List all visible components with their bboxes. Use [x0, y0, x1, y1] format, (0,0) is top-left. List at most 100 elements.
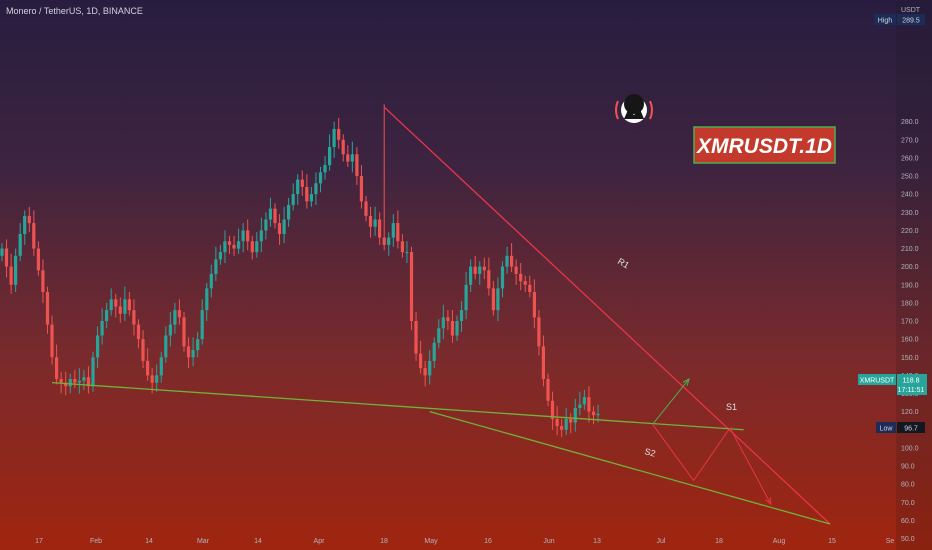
last-price: 118.8: [903, 378, 920, 385]
candle-body: [50, 324, 54, 358]
candle-body: [59, 379, 63, 383]
candle-body: [505, 255, 509, 267]
candle-body: [246, 230, 250, 242]
price-tick-label: 260.0: [901, 155, 919, 162]
price-tick-label: 70.0: [901, 500, 915, 507]
low-marker: Low 96.7: [876, 422, 925, 433]
time-axis[interactable]: 17 Feb 14 Mar 14 Apr 18 May 16 Jun 13 Jul 18 Aug 15 Se: [35, 538, 894, 545]
candle-body: [209, 273, 213, 289]
candle-body: [205, 288, 209, 311]
candle-body: [541, 346, 545, 379]
candle-body: [482, 266, 486, 271]
candle-body: [73, 379, 77, 383]
price-tick-label: 280.0: [901, 119, 919, 126]
candle-body: [378, 219, 382, 238]
candle-body: [314, 183, 318, 195]
resistance-line-r1[interactable]: [383, 106, 831, 525]
time-tick-label: 14: [145, 538, 153, 545]
candle-body: [528, 284, 532, 293]
s1-label: S1: [726, 402, 737, 412]
candle-body: [428, 360, 432, 376]
time-tick-label: 14: [254, 538, 262, 545]
candle-body: [23, 215, 27, 234]
candle-body: [469, 266, 473, 285]
candle-body: [100, 321, 104, 336]
candle-body: [82, 377, 86, 381]
candle-body: [550, 400, 555, 419]
candle-body: [159, 357, 163, 376]
time-tick-label: 13: [593, 538, 601, 545]
candle-body: [569, 418, 573, 423]
support-line-s1[interactable]: [52, 381, 744, 431]
price-tick-label: 90.0: [901, 464, 915, 471]
candle-body: [68, 379, 72, 387]
candle-body: [591, 411, 596, 416]
candle-body: [578, 404, 582, 408]
candle-body: [27, 215, 31, 224]
trendlines-layer: [52, 106, 831, 525]
candle-body: [432, 342, 436, 361]
candle-body: [446, 317, 450, 321]
price-tick-label: 100.0: [901, 445, 919, 452]
candle-body: [341, 139, 345, 155]
candle-body: [478, 266, 482, 274]
candle-body: [114, 299, 118, 307]
time-tick-label: 17: [35, 538, 43, 545]
candle-body: [496, 288, 500, 311]
candle-body: [91, 357, 95, 387]
time-tick-label: Aug: [773, 538, 786, 545]
projection-up-path[interactable]: [652, 378, 690, 425]
candle-body: [118, 306, 122, 314]
candle-body: [55, 357, 59, 380]
candle-body: [18, 234, 22, 256]
candle-body: [9, 266, 13, 285]
price-tick-label: 120.0: [901, 409, 919, 416]
candle-body: [186, 346, 191, 358]
price-tick-label: 220.0: [901, 228, 919, 235]
time-tick-label: May: [424, 538, 438, 545]
candle-body: [237, 241, 241, 249]
price-tick-label: 80.0: [901, 482, 915, 489]
price-tick-label: 210.0: [901, 246, 919, 253]
candle-body: [96, 335, 100, 358]
price-tick-label: 230.0: [901, 210, 919, 217]
candle-body: [459, 310, 464, 321]
candle-body: [223, 241, 227, 253]
time-tick-label: 15: [828, 538, 836, 545]
candle-body: [346, 154, 350, 162]
candle-body: [364, 201, 368, 216]
countdown: 17:11:51: [898, 387, 925, 394]
low-label: Low: [880, 426, 894, 433]
watermark-text: XMRUSDT.1D: [696, 135, 832, 158]
candle-body: [350, 154, 354, 162]
r1-label: R1: [616, 256, 631, 270]
candle-body: [510, 255, 514, 267]
candle-body: [419, 353, 423, 369]
price-tick-label: 270.0: [901, 137, 919, 144]
symbol-label: XMRUSDT: [860, 378, 895, 385]
high-label: High: [878, 18, 893, 25]
time-tick-label: 18: [380, 538, 388, 545]
candle-body: [582, 397, 586, 405]
projection-down-path[interactable]: [652, 424, 772, 505]
candle-body: [400, 241, 404, 253]
candle-body: [264, 219, 268, 231]
candle-body: [127, 299, 131, 311]
candle-body: [555, 418, 559, 427]
time-tick-label: Mar: [197, 538, 210, 545]
price-axis[interactable]: 50.060.070.080.090.0100.0110.0120.0130.0…: [896, 0, 932, 550]
support-line-s2[interactable]: [429, 410, 831, 525]
candle-body: [519, 273, 523, 282]
candle-body: [277, 223, 282, 234]
candle-body: [105, 310, 109, 321]
candle-body: [86, 377, 91, 387]
candle-body: [596, 413, 600, 416]
candle-body: [396, 223, 400, 242]
candle-body: [373, 219, 377, 227]
candle-body: [0, 248, 4, 256]
candle-body: [437, 328, 441, 343]
candle-body: [173, 310, 177, 325]
candle-body: [77, 380, 81, 383]
s2-label: S2: [643, 446, 656, 459]
